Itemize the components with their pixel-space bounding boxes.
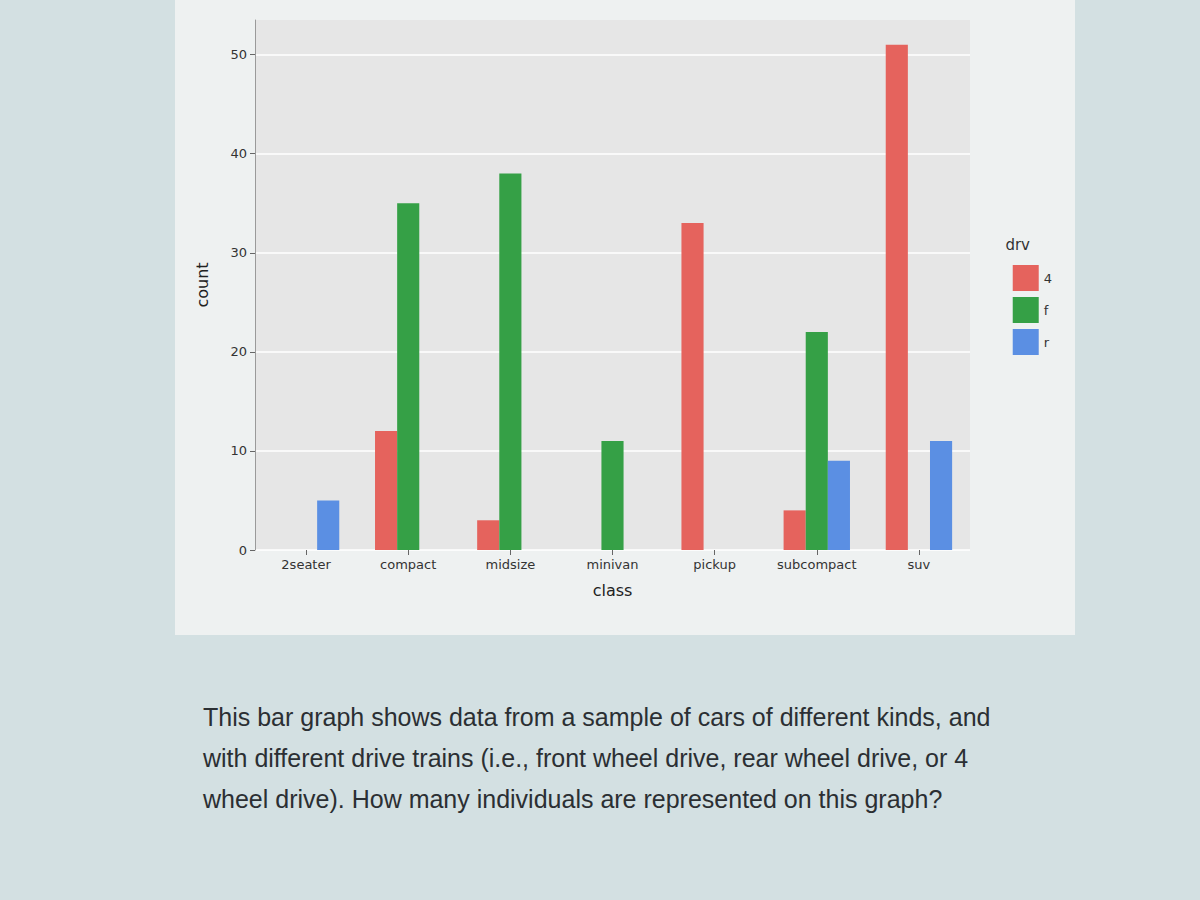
svg-text:count: count (193, 262, 212, 307)
svg-text:class: class (593, 581, 633, 600)
html-text:This bar graph shows data from: This bar graph shows data from a sample … (203, 703, 991, 813)
svg-text:40: 40 (230, 146, 247, 161)
svg-text:drv: drv (1005, 236, 1030, 254)
svg-text:2seater: 2seater (281, 557, 331, 572)
svg-text:pickup: pickup (693, 557, 736, 572)
svg-text:4: 4 (1044, 271, 1052, 286)
svg-text:f: f (1044, 303, 1049, 318)
svg-text:r: r (1044, 335, 1050, 350)
svg-text:30: 30 (230, 245, 247, 260)
svg-text:subcompact: subcompact (777, 557, 857, 572)
svg-text:suv: suv (908, 557, 931, 572)
svg-text:20: 20 (230, 344, 247, 359)
svg-text:compact: compact (380, 557, 436, 572)
svg-text:minivan: minivan (586, 557, 638, 572)
svg-text:midsize: midsize (485, 557, 535, 572)
svg-text:0: 0 (239, 543, 247, 558)
svg-text:10: 10 (230, 443, 247, 458)
svg-text:50: 50 (230, 47, 247, 62)
